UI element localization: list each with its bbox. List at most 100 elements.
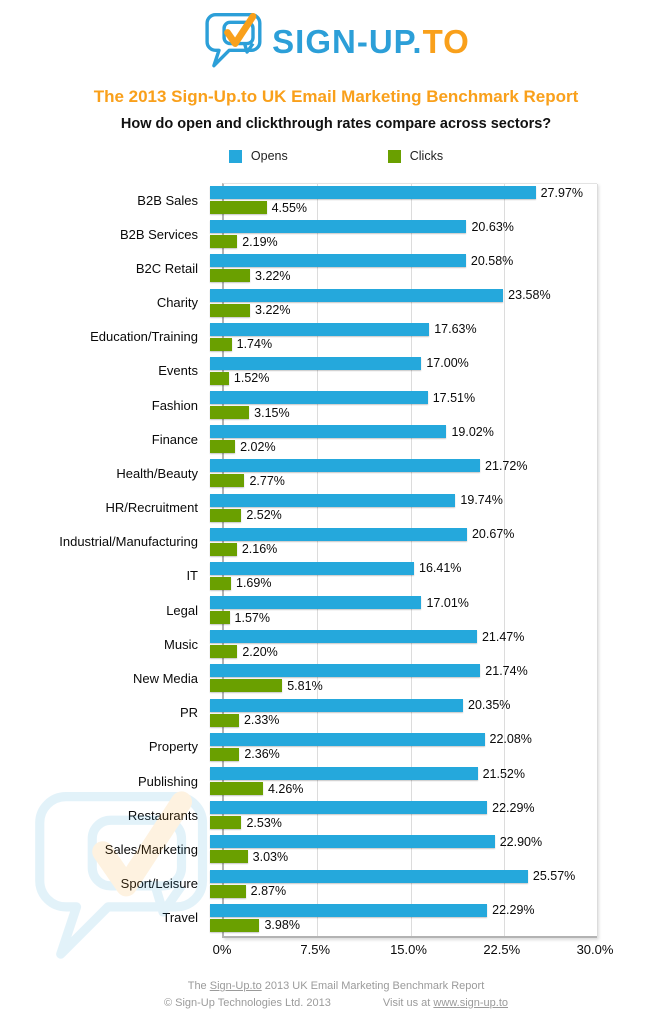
value-label: 22.29% <box>492 800 535 815</box>
clicks-bar-line: 2.16% <box>210 542 583 557</box>
logo-text-orange: TO <box>422 22 470 60</box>
clicks-bar-line: 5.81% <box>210 679 583 693</box>
clicks-bar <box>210 713 239 727</box>
opens-bar-line: 27.97% <box>210 185 583 200</box>
category-label: Education/Training <box>90 329 198 345</box>
opens-bar <box>210 288 504 302</box>
gridline <box>597 184 598 936</box>
opens-bar-line: 22.08% <box>210 732 583 746</box>
clicks-bar <box>210 508 242 522</box>
category-label: Finance <box>151 431 198 447</box>
value-label: 20.35% <box>468 698 511 713</box>
clicks-bar <box>210 782 263 795</box>
value-label: 3.22% <box>255 303 291 318</box>
clicks-bar <box>210 645 238 659</box>
clicks-bar <box>210 918 260 932</box>
value-label: 3.22% <box>255 268 291 283</box>
x-tick: 22.5% <box>483 941 521 957</box>
category-label: PR <box>179 705 198 721</box>
opens-bar-line: 25.57% <box>210 869 583 884</box>
chart-row: Sales/Marketing 22.90% 3.03% <box>0 832 672 866</box>
category-label: Publishing <box>138 773 198 789</box>
opens-bar-line: 23.58% <box>210 288 583 302</box>
chart-rows: B2B Sales 27.97% 4.55% B2B Services 20.63% 2.… <box>0 183 672 935</box>
value-label: 2.33% <box>243 713 280 728</box>
chart-row: New Media 21.74% 5.81% <box>0 661 672 695</box>
category-bars: 20.35% 2.33% <box>210 696 583 730</box>
logo-text-blue: SIGN-UP. <box>272 22 423 60</box>
clicks-bar <box>210 679 283 693</box>
clicks-bar <box>210 303 251 317</box>
chart-row: Restaurants 22.29% 2.53% <box>0 798 672 832</box>
gridline <box>410 184 412 936</box>
opens-bar-line: 17.63% <box>210 322 583 336</box>
category-label: Industrial/Manufacturing <box>59 534 198 550</box>
category-bars: 22.29% 2.53% <box>210 798 583 832</box>
clicks-bar-line: 3.22% <box>210 268 583 283</box>
chart-row: Finance 19.02% 2.02% <box>0 422 672 456</box>
opens-bar-line: 22.29% <box>210 800 583 815</box>
clicks-bar-line: 2.19% <box>210 235 583 249</box>
legend-item-clicks: Clicks <box>387 149 444 163</box>
value-label: 20.58% <box>470 253 514 268</box>
clicks-bar-line: 1.74% <box>210 337 583 351</box>
category-bars: 22.08% 2.36% <box>210 730 583 764</box>
opens-bar-line: 17.00% <box>210 356 583 370</box>
logo: SIGN-UP.TO <box>0 0 672 74</box>
value-label: 4.55% <box>271 200 308 215</box>
value-label: 17.01% <box>426 595 469 610</box>
chart-row: Travel 22.29% 3.98% <box>0 901 672 935</box>
opens-bar <box>210 869 528 883</box>
clicks-bar-line: 4.55% <box>210 200 583 215</box>
opens-bar <box>210 186 536 200</box>
clicks-bar <box>210 440 236 454</box>
category-label: B2B Services <box>119 226 198 242</box>
category-label: New Media <box>132 670 198 686</box>
chart-row: Industrial/Manufacturing 20.67% 2.16% <box>0 525 672 559</box>
opens-bar-line: 21.72% <box>210 459 583 473</box>
visit-link[interactable]: www.sign-up.to <box>433 996 509 1009</box>
opens-bar <box>210 596 422 610</box>
clicks-bar <box>210 884 246 898</box>
opens-bar-line: 21.52% <box>210 767 583 781</box>
value-label: 27.97% <box>540 185 583 200</box>
category-bars: 17.51% 3.15% <box>210 388 583 422</box>
category-label: HR/Recruitment <box>105 500 198 516</box>
category-bars: 17.63% 1.74% <box>210 320 583 354</box>
footer-copyright-line: © Sign-Up Technologies Ltd. 2013 Visit u… <box>0 995 672 1012</box>
chart-row: Events 17.00% 1.52% <box>0 354 672 388</box>
chart-row: Sport/Leisure 25.57% 2.87% <box>0 866 672 900</box>
value-label: 2.16% <box>241 542 278 557</box>
legend-label: Clicks <box>409 149 444 163</box>
opens-bar <box>210 561 415 575</box>
value-label: 1.57% <box>234 610 270 625</box>
category-bars: 27.97% 4.55% <box>210 183 583 217</box>
value-label: 19.02% <box>451 424 494 439</box>
chart-row: HR/Recruitment 19.74% 2.52% <box>0 491 672 525</box>
gridline <box>503 184 505 936</box>
x-tick: 30.0% <box>576 941 614 957</box>
page-title: The 2013 Sign-Up.to UK Email Marketing B… <box>93 87 579 106</box>
clicks-bar <box>210 235 238 249</box>
value-label: 20.67% <box>471 527 515 542</box>
clicks-bar <box>210 747 240 761</box>
opens-bar <box>210 527 467 541</box>
clicks-bar-line: 2.53% <box>210 816 583 830</box>
value-label: 25.57% <box>532 869 576 884</box>
value-label: 22.90% <box>499 834 543 849</box>
clicks-bar <box>210 816 242 830</box>
opens-bar <box>210 459 481 473</box>
clicks-bar-line: 3.15% <box>210 406 583 420</box>
plot-area <box>222 183 598 938</box>
value-label: 2.77% <box>249 473 285 488</box>
value-label: 19.74% <box>460 493 503 508</box>
clicks-bar-line: 2.87% <box>210 884 583 898</box>
footer-signup-link[interactable]: Sign-Up.to <box>209 979 262 992</box>
category-label: Sales/Marketing <box>104 841 198 857</box>
value-label: 21.74% <box>485 663 528 678</box>
clicks-bar <box>210 611 230 625</box>
chart-row: IT 16.41% 1.69% <box>0 559 672 593</box>
opens-bar <box>210 767 478 780</box>
x-tick: 15.0% <box>390 941 427 957</box>
value-label: 2.20% <box>242 644 278 659</box>
